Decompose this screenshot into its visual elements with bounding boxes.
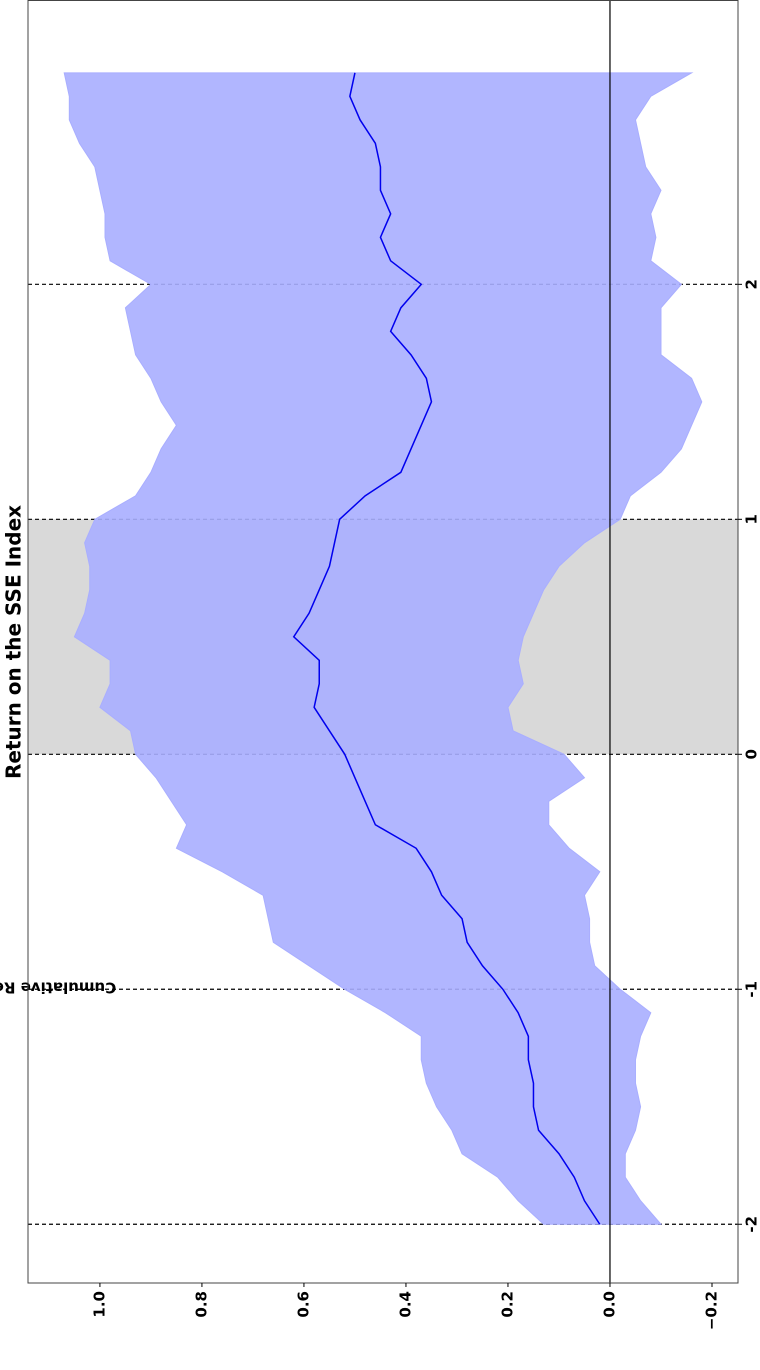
- y-tick-label: 0.0: [600, 1291, 618, 1318]
- y-axis-label: Cumulative Return (%): [0, 979, 116, 997]
- y-tick-label: 0.2: [498, 1291, 516, 1318]
- confidence-band: [63, 72, 703, 1225]
- mean-line: [292, 72, 601, 1225]
- y-tick-label: 1.0: [90, 1291, 108, 1318]
- plot-frame: [27, 0, 739, 1284]
- rotated-plot: Return on the SSE Index Cumulative Retur…: [0, 0, 760, 1330]
- x-tick-label: 0: [743, 749, 760, 759]
- y-tick-label: 0.6: [294, 1291, 312, 1318]
- chart-title: Return on the SSE Index: [2, 505, 26, 779]
- x-tick-label: 1: [743, 514, 760, 524]
- y-tick-label: 0.4: [396, 1291, 414, 1318]
- y-tick-label: −0.2: [702, 1291, 720, 1330]
- x-tick-label: -1: [743, 981, 760, 998]
- x-tick-label: 2: [743, 279, 760, 289]
- y-tick-label: 0.8: [192, 1291, 210, 1318]
- x-tick-label: -2: [743, 1216, 760, 1233]
